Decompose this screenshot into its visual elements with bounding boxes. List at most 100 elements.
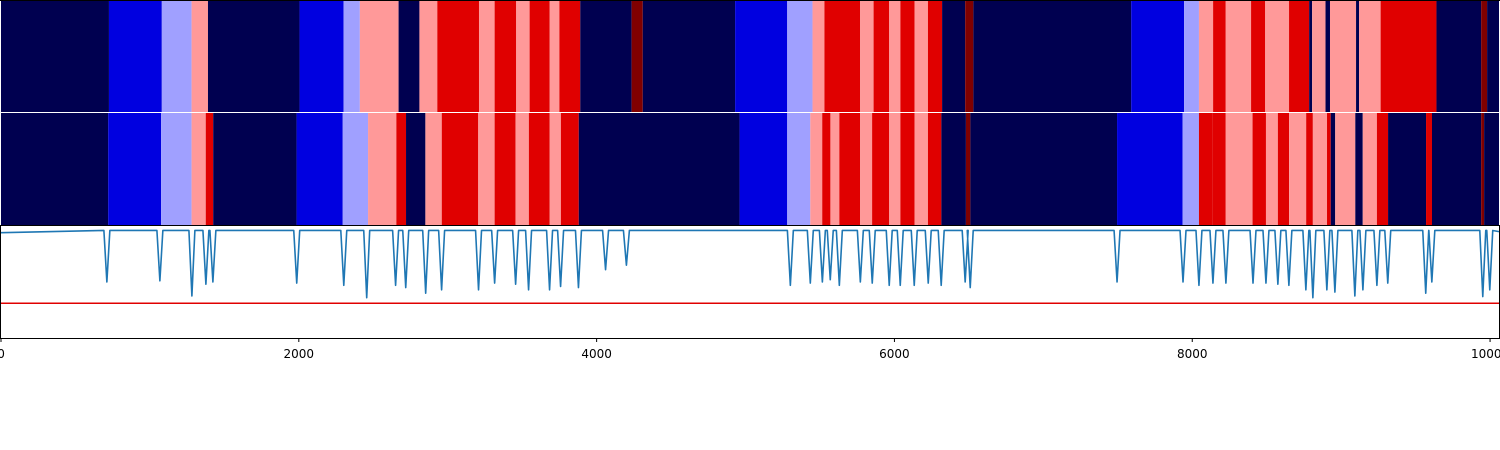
segment [941,113,966,225]
segment [549,0,560,112]
segment [1481,0,1488,112]
segment [942,0,966,112]
segment [1426,113,1432,225]
segment [860,113,873,225]
segment [549,113,561,225]
segment [437,0,479,112]
segment [1117,113,1183,225]
segment [1265,113,1278,225]
segment [161,0,192,112]
segment [1380,0,1437,112]
segment [631,0,643,112]
x-tick-label: 8000 [1177,347,1208,361]
segment [822,113,831,225]
segment [973,0,1132,112]
segment [872,113,890,225]
segment [343,0,360,112]
segment [1277,113,1290,225]
segment [528,113,550,225]
segment [965,0,974,112]
segment [735,0,788,112]
segment [213,113,297,225]
plot-frame [0,225,1500,339]
segment [1325,0,1330,112]
segment [515,113,529,225]
segment [560,113,579,225]
segment [494,113,516,225]
segment [642,0,736,112]
segment [927,0,943,112]
segment [478,0,495,112]
segment [1184,0,1199,112]
segment [1329,0,1357,112]
segment [970,113,1118,225]
segment [478,113,495,225]
segment [830,113,840,225]
segment [161,113,192,225]
x-tick-label: 6000 [879,347,910,361]
segment [207,0,300,112]
segment [559,0,581,112]
segment [1312,0,1326,112]
top-border [0,0,1500,1]
segment [1487,0,1499,112]
segment [1251,0,1266,112]
segment [494,0,517,112]
segment [529,0,550,112]
segment [580,0,632,112]
segment [1225,0,1252,112]
segment [398,0,420,112]
segment [1213,0,1226,112]
segment [296,113,343,225]
x-tick-label: 0 [0,347,5,361]
segment [425,113,442,225]
segment [824,0,861,112]
segment [900,0,915,112]
segment [1198,113,1213,225]
segment [1312,113,1328,225]
x-tick-label: 2000 [284,347,315,361]
segment [1306,113,1313,225]
segment [1359,0,1381,112]
segment [1182,113,1199,225]
segment [739,113,788,225]
x-tick-label: 10000 [1471,347,1500,361]
segment [191,0,208,112]
segment [419,0,438,112]
segment [1289,113,1307,225]
segment [873,0,890,112]
x-tick-label: 4000 [581,347,612,361]
segment [965,113,971,225]
segment [1388,113,1427,225]
segment [406,113,426,225]
segment [1376,113,1389,225]
segment [889,0,901,112]
segment [1309,0,1313,112]
segment [516,0,530,112]
segment [191,113,206,225]
segment [900,113,915,225]
segment [578,113,740,225]
segment [810,113,823,225]
segment [1481,113,1485,225]
segment [1265,0,1290,112]
segment [1335,113,1356,225]
segment [1431,113,1482,225]
segment [787,0,813,112]
segment [205,113,214,225]
segment [914,0,928,112]
segment [839,113,861,225]
segment [1330,113,1336,225]
segment [927,113,942,225]
segment [1356,0,1360,112]
segment [368,113,397,225]
segment [1436,0,1482,112]
segment [1355,113,1363,225]
segment [396,113,407,225]
segment [787,113,811,225]
segment [1252,113,1266,225]
segment [860,0,874,112]
segment [1212,113,1226,225]
segment [1362,113,1377,225]
